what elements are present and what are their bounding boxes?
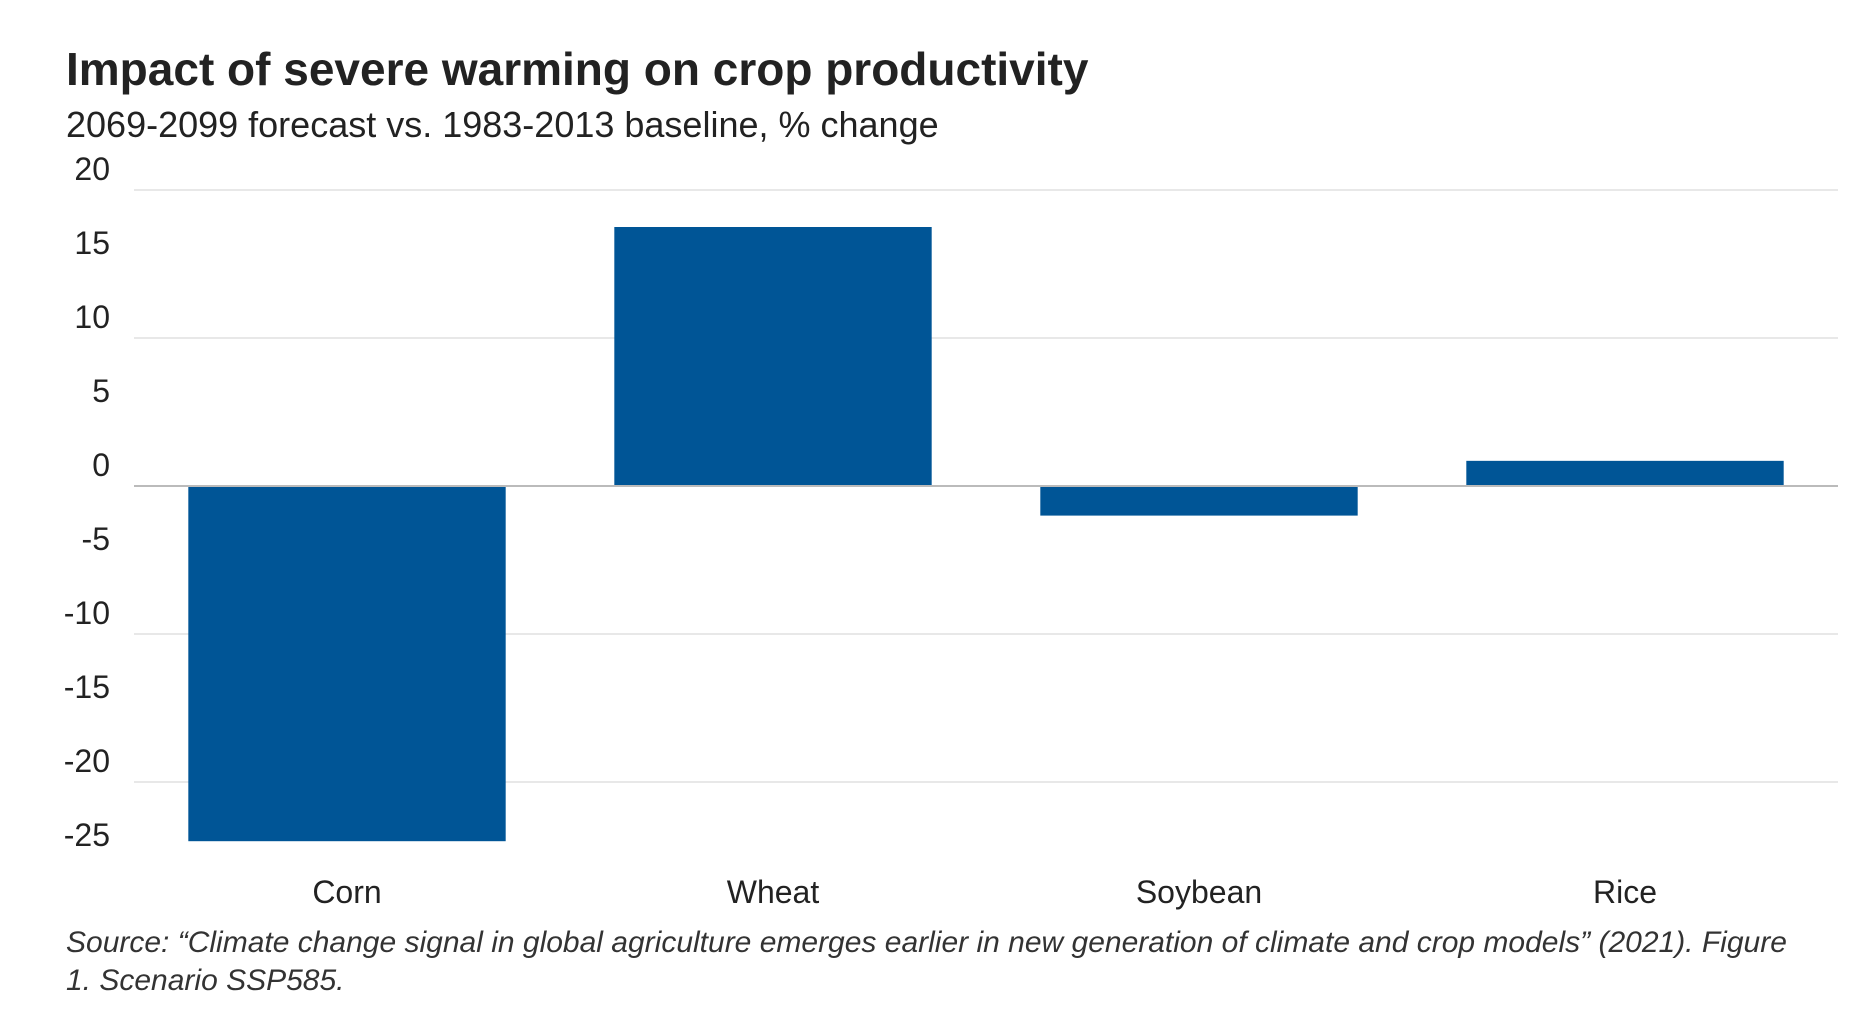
- y-tick-label: 15: [74, 225, 110, 261]
- bar-chart: 20 15 10 5 0 -5 -10 -15 -20 -25 Corn Wheat Soybean R…: [64, 151, 1838, 910]
- source-note: Source: “Climate change signal in global…: [66, 926, 1787, 997]
- y-tick-label: -20: [64, 743, 110, 779]
- y-tick-label: 0: [92, 447, 110, 483]
- x-axis-labels: Corn Wheat Soybean Rice: [312, 874, 1657, 910]
- bars: [188, 227, 1784, 842]
- bar-soybean: [1040, 486, 1358, 516]
- x-category-label: Wheat: [727, 874, 820, 910]
- x-category-label: Soybean: [1136, 874, 1262, 910]
- y-tick-label: -5: [82, 521, 110, 557]
- bar-wheat: [614, 227, 932, 486]
- y-tick-label: -15: [64, 669, 110, 705]
- chart-subtitle: 2069-2099 forecast vs. 1983-2013 baselin…: [66, 104, 939, 145]
- y-tick-label: -25: [64, 817, 110, 853]
- y-tick-label: -10: [64, 595, 110, 631]
- bar-corn: [188, 486, 506, 842]
- y-tick-label: 20: [74, 151, 110, 187]
- x-category-label: Corn: [312, 874, 381, 910]
- x-category-label: Rice: [1593, 874, 1657, 910]
- y-tick-label: 10: [74, 299, 110, 335]
- y-axis-ticks: 20 15 10 5 0 -5 -10 -15 -20 -25: [64, 151, 110, 853]
- y-tick-label: 5: [92, 373, 110, 409]
- chart-title: Impact of severe warming on crop product…: [66, 43, 1089, 95]
- bar-rice: [1466, 460, 1784, 486]
